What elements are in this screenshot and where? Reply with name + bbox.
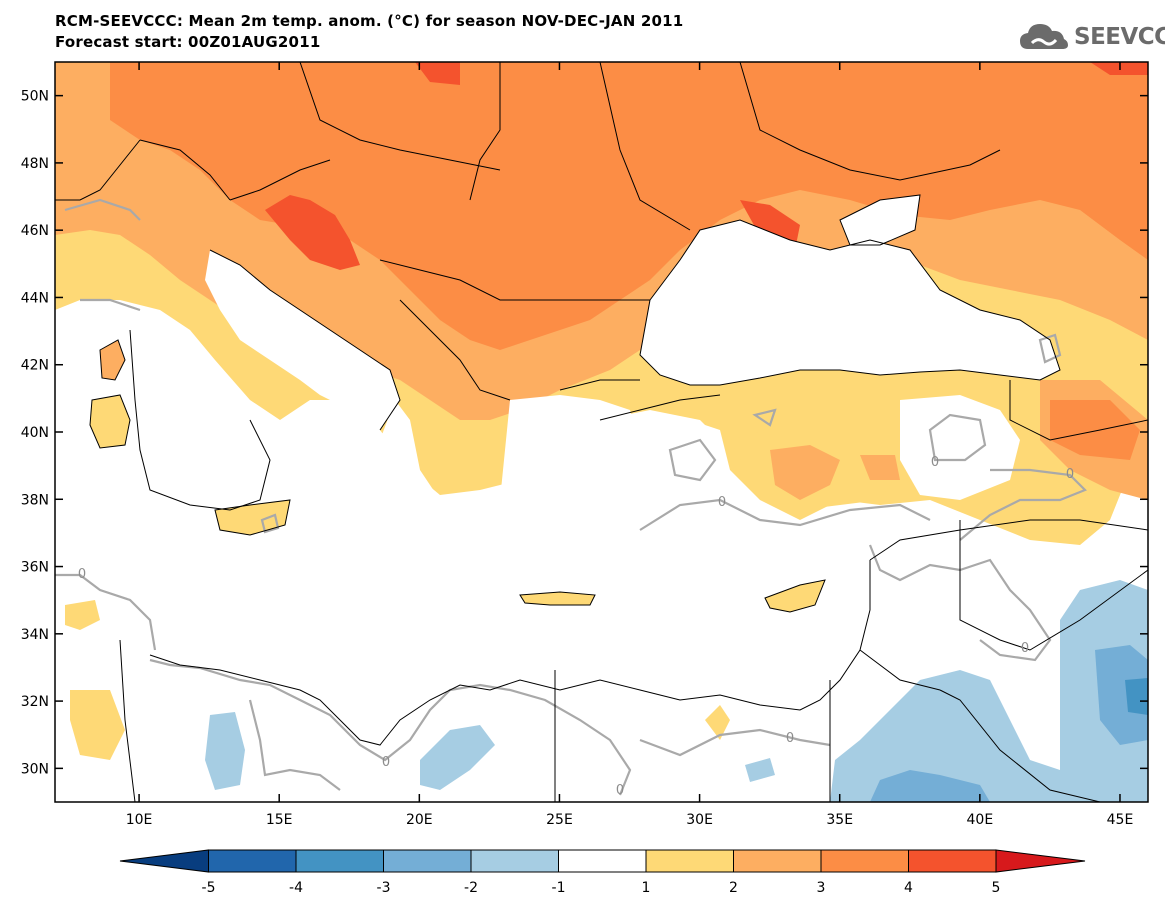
colorbar-label: 3 [817, 880, 826, 896]
contour-label: 0 [786, 731, 794, 746]
cloud-icon [1020, 24, 1068, 49]
lon-tick-label: 45E [1107, 812, 1134, 828]
contour-label: 0 [616, 783, 624, 798]
anomaly-zone-m2-m1-sinai [745, 758, 775, 782]
map-title: RCM-SEEVCCC: Mean 2m temp. anom. (°C) fo… [55, 12, 684, 30]
lat-tick-label: 44N [21, 290, 49, 306]
lon-tick-label: 10E [126, 812, 153, 828]
colorbar: -5 -4 -3 -2 -1 1 2 3 4 5 [119, 849, 1086, 896]
colorbar-box [558, 849, 647, 873]
anomaly-zone-3-4-east [1050, 400, 1140, 460]
lat-tick-label: 38N [21, 492, 49, 508]
zero-contours [55, 198, 1087, 796]
seevccc-logo: SEEVCCC [1018, 20, 1165, 54]
colorbar-box [645, 849, 734, 873]
colorbar-box [470, 849, 559, 873]
lon-tick-label: 40E [967, 812, 994, 828]
anomaly-zone-1-2-africa [65, 600, 100, 630]
lat-tick-label: 30N [21, 761, 49, 777]
anomaly-zone-m2-m1-egypt [420, 725, 495, 790]
colorbar-label: -2 [464, 880, 478, 896]
lon-tick-label: 35E [826, 812, 853, 828]
lat-tick-label: 34N [21, 627, 49, 643]
anomaly-zone-m2-m1-east [830, 580, 1148, 802]
colorbar-label: 2 [729, 880, 738, 896]
anomaly-zone-m2-m1-libya [205, 712, 245, 790]
colorbar-label: -1 [552, 880, 566, 896]
lat-tick-label: 40N [21, 425, 49, 441]
forecast-start-label: Forecast start: 00Z01AUG2011 [55, 33, 321, 51]
contour-labels: 0 0 0 0 0 0 0 0 [78, 455, 1074, 798]
black-sea [640, 220, 1060, 385]
colorbar-box [733, 849, 822, 873]
anomaly-zone-4-5-ne [1090, 62, 1148, 75]
anomaly-zone-2-3-anatolia [770, 445, 840, 500]
contour-label: 0 [1021, 641, 1029, 656]
colorbar-label: -4 [289, 880, 303, 896]
lat-tick-label: 42N [21, 358, 49, 374]
lat-tick-label: 32N [21, 694, 49, 710]
anomaly-zone-m3-m2-ne [1095, 645, 1148, 745]
lon-tick-label: 15E [266, 812, 293, 828]
lat-tick-label: 36N [21, 560, 49, 576]
lon-tick-label: 20E [406, 812, 433, 828]
contour-label: 0 [382, 755, 390, 770]
colorbar-label: -3 [377, 880, 391, 896]
logo-text: SEEVCCC [1074, 24, 1165, 50]
contour-label: 0 [931, 455, 939, 470]
crete-island [520, 592, 595, 605]
adriatic-sea [205, 250, 400, 430]
colorbar-label: 5 [992, 880, 1001, 896]
colorbar-box [295, 849, 384, 873]
latitude-axis: 50N 48N 46N 44N 42N 40N 38N 36N 34N 32N 30N [21, 89, 1148, 777]
longitude-axis: 10E 15E 20E 25E 30E 35E 40E 45E [126, 62, 1134, 828]
contour-label: 0 [1066, 467, 1074, 482]
corsica-island [100, 340, 125, 380]
cyprus-island [765, 580, 825, 612]
azov-sea [840, 195, 920, 245]
anomaly-zone-neutral-anatolia [600, 410, 720, 520]
lat-tick-label: 50N [21, 89, 49, 105]
anomaly-zone-3-4 [110, 62, 1148, 350]
anomaly-zone-1-2-libya-b [705, 705, 730, 740]
colorbar-box [820, 849, 909, 873]
coastlines [55, 62, 1148, 802]
anomaly-zone-neutral-east-turkey [900, 395, 1020, 500]
map-field [55, 62, 1148, 802]
lat-tick-label: 46N [21, 223, 49, 239]
colorbar-label: 4 [904, 880, 913, 896]
colorbar-box [908, 849, 997, 873]
colorbar-arrow-high [995, 849, 1086, 873]
lon-tick-label: 25E [546, 812, 573, 828]
anomaly-zone-m3-m2-east [870, 770, 990, 802]
colorbar-arrow-low [119, 849, 209, 873]
colorbar-label: 1 [642, 880, 651, 896]
colorbar-label: -5 [202, 880, 216, 896]
anomaly-zone-4-5-north [415, 62, 460, 85]
contour-label: 0 [78, 567, 86, 582]
anomaly-zone-4-5-croatia [265, 195, 360, 270]
sardinia-island [90, 395, 130, 448]
anomaly-zone-m4-m3-ne [1125, 678, 1148, 715]
lon-tick-label: 30E [686, 812, 713, 828]
colorbar-box [208, 849, 297, 873]
lat-tick-label: 48N [21, 156, 49, 172]
contour-label: 0 [718, 495, 726, 510]
anomaly-zone-1-2-libya [70, 690, 125, 760]
tyrrhenian-sea [130, 330, 270, 510]
colorbar-box [383, 849, 472, 873]
anomaly-zone-2-3-anatolia-b [860, 455, 900, 480]
